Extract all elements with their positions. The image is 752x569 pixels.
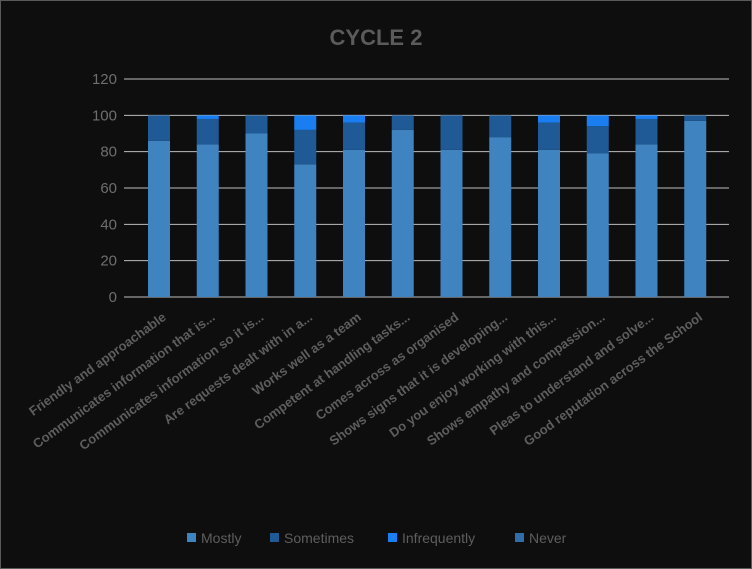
x-category-label: Shows empathy and compassion... [424,309,608,448]
bar-segment-mostly [586,153,609,297]
bar-segment-mostly [635,144,658,297]
bar-segment-mostly [343,149,365,297]
x-category-label: Shows signs that it is developing... [326,309,510,448]
x-category-label: Communicates information so it is... [76,309,266,453]
bar-segment-sometimes [245,115,268,134]
bar-segment-sometimes [635,118,658,145]
bar-segment-mostly [196,144,219,297]
y-tick-label: 60 [100,180,117,197]
bar-segment-sometimes [440,115,463,150]
bar-segment-sometimes [489,115,512,138]
chart-title: CYCLE 2 [330,25,423,50]
bar-segment-mostly [538,149,560,297]
bar-segment-infrequently [538,115,560,123]
y-tick-label: 40 [100,216,117,233]
bar-segment-infrequently [343,115,365,123]
legend-swatch [187,533,196,542]
legend-label: Never [529,530,567,546]
legend-swatch [270,533,279,542]
bar-segment-infrequently [635,115,658,119]
bar-segment-sometimes [684,115,707,121]
bar-segment-sometimes [391,115,414,130]
bar-segment-mostly [245,133,268,297]
legend-item: Mostly [187,530,241,546]
x-category-label: Good reputation across the School [521,309,705,449]
y-tick-label: 120 [92,71,117,88]
bar-segment-sometimes [294,129,317,165]
bar-segment-sometimes [586,126,609,154]
legend-item: Infrequently [388,530,475,546]
bar-segment-sometimes [148,115,170,141]
y-tick-label: 20 [100,253,117,270]
bar-segment-mostly [391,129,414,297]
bar-segment-mostly [440,149,463,297]
bar-segment-sometimes [538,122,560,150]
legend-item: Never [515,530,567,546]
bar-segment-mostly [684,120,707,298]
bar-segment-mostly [294,164,317,297]
bars [148,115,707,298]
legend-label: Sometimes [284,530,354,546]
bar-segment-sometimes [343,122,365,150]
y-axis-tick-labels: 0 20 40 60 80 100 120 [92,71,117,306]
bar-segment-mostly [489,137,512,297]
y-tick-label: 80 [100,144,117,161]
bar-segment-infrequently [294,115,317,130]
legend-item: Sometimes [270,530,354,546]
y-tick-label: 100 [92,107,117,124]
x-category-label: Communicates information that is... [30,309,218,451]
bar-segment-sometimes [196,118,219,145]
bar-segment-infrequently [196,115,219,119]
bar-segment-mostly [148,140,170,297]
legend: Mostly Sometimes Infrequently Never [187,530,567,546]
y-tick-label: 0 [109,289,117,306]
gridlines [124,78,729,298]
legend-swatch [388,533,397,542]
bar-segment-infrequently [586,115,609,127]
legend-label: Infrequently [402,530,475,546]
legend-swatch [515,533,524,542]
legend-label: Mostly [201,530,241,546]
